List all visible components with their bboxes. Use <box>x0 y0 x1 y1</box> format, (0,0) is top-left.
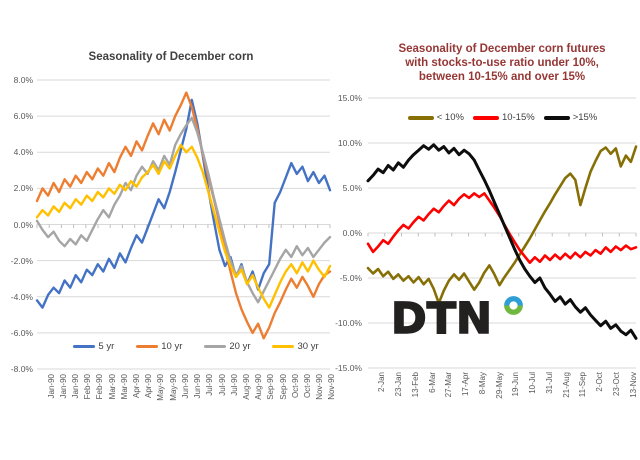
x-tick-label: Mar-90 <box>119 374 129 400</box>
x-tick-label: Nov-90 <box>315 374 325 400</box>
y-tick-label: 0.0% <box>13 219 33 230</box>
y-tick-label: -4.0% <box>10 291 33 302</box>
right-chart-title-line-3: between 10-15% and over 15% <box>418 71 586 83</box>
legend-label: 20 yr <box>229 341 251 352</box>
x-tick-label: Oct-90 <box>302 374 312 399</box>
y-tick-label: -2.0% <box>10 255 33 266</box>
legend-label: 30 yr <box>297 341 319 352</box>
x-tick-label: 23-Oct <box>611 372 621 397</box>
x-tick-label: Feb-90 <box>83 374 93 400</box>
x-tick-label: Jun-90 <box>193 374 203 399</box>
y-tick-label: 15.0% <box>337 93 362 103</box>
x-tick-label: Jun-90 <box>180 374 190 399</box>
x-tick-label: 11-Sep <box>578 372 588 398</box>
y-tick-label: 4.0% <box>13 147 33 158</box>
y-tick-label: -6.0% <box>10 327 33 338</box>
x-tick-label: Nov-90 <box>327 374 337 400</box>
legend-swatch <box>73 344 96 349</box>
y-tick-label: -10.0% <box>335 318 362 328</box>
y-tick-label: 8.0% <box>13 75 33 85</box>
x-tick-label: Sep-90 <box>278 374 288 400</box>
x-tick-label: Apr-90 <box>132 374 142 399</box>
dtn-logo: DTN <box>390 294 526 347</box>
x-tick-label: May-90 <box>168 374 178 401</box>
x-tick-label: Aug-90 <box>241 374 251 400</box>
y-tick-label: 10.0% <box>337 138 362 148</box>
y-tick-label: -8.0% <box>10 364 33 374</box>
legend-label: 5 yr <box>98 341 115 352</box>
x-tick-label: Jan-90 <box>58 374 68 399</box>
series-line--15- <box>366 143 638 340</box>
series-line-5-yr <box>35 98 332 309</box>
y-tick-label: 0.0% <box>342 228 362 238</box>
dtn-logo-ring-icon <box>504 296 523 315</box>
legend-label: 10-15% <box>501 112 535 123</box>
legend-item: < 10% <box>407 112 464 123</box>
x-tick-label: 17-Apr <box>461 372 471 397</box>
x-tick-label: Feb-90 <box>95 374 105 400</box>
series-line-10-15- <box>366 192 638 265</box>
x-tick-label: 2-Jan <box>377 372 387 393</box>
legend-item: 5 yr <box>73 341 114 352</box>
legend-swatch <box>204 344 227 349</box>
series-line--10- <box>366 145 638 305</box>
x-tick-label: 31-Jul <box>544 372 554 394</box>
x-tick-label: May-90 <box>156 374 166 401</box>
legend-label: >15% <box>572 112 598 123</box>
y-tick-label: 2.0% <box>13 183 33 194</box>
legend-swatch <box>136 344 159 349</box>
x-tick-label: 13-Feb <box>410 372 420 398</box>
x-tick-label: Jul-90 <box>229 374 239 396</box>
left-chart-title: Seasonality of December corn <box>88 51 254 63</box>
x-tick-label: 13-Nov <box>628 372 638 398</box>
series-line-20-yr <box>35 116 332 304</box>
legend-swatch <box>543 115 570 120</box>
x-tick-label: Jul-90 <box>205 374 215 396</box>
x-tick-label: 10-Jul <box>528 372 538 394</box>
x-tick-label: Oct-90 <box>290 374 300 399</box>
x-tick-label: 21-Aug <box>561 372 571 398</box>
y-tick-label: 5.0% <box>342 183 362 193</box>
x-tick-label: Mar-90 <box>107 374 117 400</box>
right-chart-title: Seasonality of December corn futures wit… <box>362 42 640 84</box>
right-chart-title-line-2: with stocks-to-use ratio under 10%, <box>405 57 599 69</box>
x-tick-label: Apr-90 <box>144 374 154 399</box>
series-line-10-yr <box>35 91 332 340</box>
series-line-30-yr <box>35 143 332 309</box>
x-tick-label: Jan-90 <box>71 374 81 399</box>
y-tick-label: -15.0% <box>335 363 362 373</box>
legend-swatch <box>272 344 295 349</box>
y-tick-label: 6.0% <box>13 111 33 122</box>
x-tick-label: 23-Jan <box>394 372 404 397</box>
x-tick-label: 8-May <box>477 372 487 395</box>
x-tick-label: 19-Jun <box>511 372 521 397</box>
legend-swatch <box>407 115 434 120</box>
x-tick-label: Jan-90 <box>46 374 56 399</box>
x-tick-label: Aug-90 <box>254 374 264 400</box>
x-tick-label: 2-Oct <box>595 372 605 392</box>
left-legend: 5 yr 10 yr 20 yr 30 yr <box>55 341 337 352</box>
x-tick-label: 27-Mar <box>444 372 454 398</box>
legend-item: 20 yr <box>204 341 250 352</box>
legend-label: 10 yr <box>161 341 183 352</box>
x-tick-label: 6-Mar <box>427 372 437 393</box>
legend-label: < 10% <box>436 112 464 123</box>
legend-item: 10-15% <box>472 112 535 123</box>
dtn-logo-text: DTN <box>390 294 493 344</box>
legend-swatch <box>472 115 499 120</box>
legend-item: 10 yr <box>136 341 182 352</box>
x-tick-label: 29-May <box>494 372 504 399</box>
right-legend: < 10% 10-15% >15% <box>400 112 605 123</box>
y-tick-label: -5.0% <box>339 273 362 283</box>
x-tick-label: Sep-90 <box>266 374 276 400</box>
x-tick-label: Jul-90 <box>217 374 227 396</box>
legend-item: >15% <box>543 112 598 123</box>
right-chart-title-line-1: Seasonality of December corn futures <box>398 43 606 55</box>
legend-item: 30 yr <box>272 341 319 352</box>
